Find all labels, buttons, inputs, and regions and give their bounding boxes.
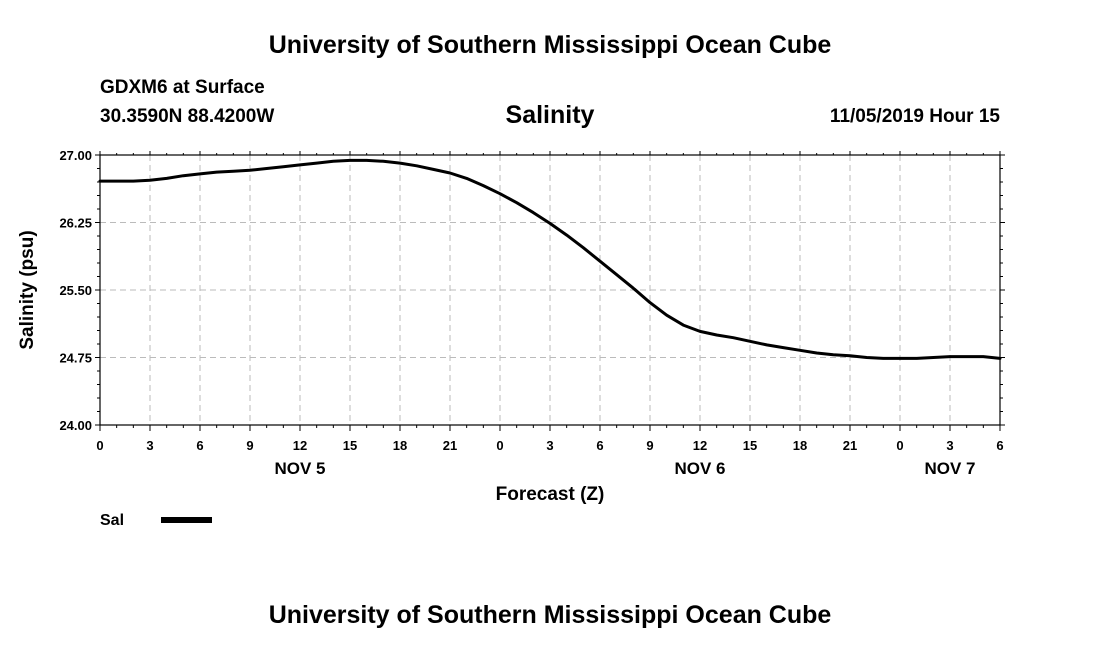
timestamp-label: 11/05/2019 Hour 15 [829, 106, 1000, 127]
day-label: NOV 6 [674, 459, 725, 478]
station-label: GDXM6 at Surface [100, 77, 265, 98]
y-tick-label: 24.75 [59, 351, 92, 366]
x-tick-label: 3 [146, 438, 153, 453]
day-label: NOV 7 [924, 459, 975, 478]
x-tick-label: 21 [843, 438, 857, 453]
y-tick-label: 27.00 [59, 148, 92, 163]
x-tick-label: 0 [96, 438, 103, 453]
grid-lines [100, 155, 1000, 425]
page-title-bottom: University of Southern Mississippi Ocean… [268, 601, 832, 629]
x-tick-label: 15 [343, 438, 357, 453]
y-tick-label: 25.50 [59, 283, 92, 298]
day-label: NOV 5 [274, 459, 325, 478]
x-tick-label: 6 [196, 438, 203, 453]
major-ticks [95, 151, 1005, 431]
x-tick-label: 18 [793, 438, 807, 453]
x-tick-label: 0 [496, 438, 503, 453]
x-tick-label: 9 [246, 438, 253, 453]
x-tick-label: 21 [443, 438, 457, 453]
location-label: 30.3590N 88.4200W [100, 106, 275, 127]
x-tick-label: 3 [546, 438, 553, 453]
y-tick-label: 24.00 [59, 418, 92, 433]
x-tick-label: 6 [596, 438, 603, 453]
x-tick-label: 18 [393, 438, 407, 453]
chart-title: Salinity [505, 101, 595, 129]
x-tick-label: 15 [743, 438, 757, 453]
y-axis-label: Salinity (psu) [17, 230, 38, 349]
y-tick-label: 26.25 [59, 216, 92, 231]
plot-frame [99, 154, 1001, 426]
x-axis-label: Forecast (Z) [496, 484, 605, 505]
series-line-sal [98, 158, 1002, 360]
x-tick-label: 9 [646, 438, 653, 453]
x-tick-label: 3 [946, 438, 953, 453]
x-tick-label: 12 [693, 438, 707, 453]
x-tick-label: 0 [896, 438, 903, 453]
page-title-top: University of Southern Mississippi Ocean… [268, 31, 832, 59]
legend-label: Sal [100, 512, 124, 529]
x-tick-label: 12 [293, 438, 307, 453]
x-tick-label: 6 [996, 438, 1003, 453]
